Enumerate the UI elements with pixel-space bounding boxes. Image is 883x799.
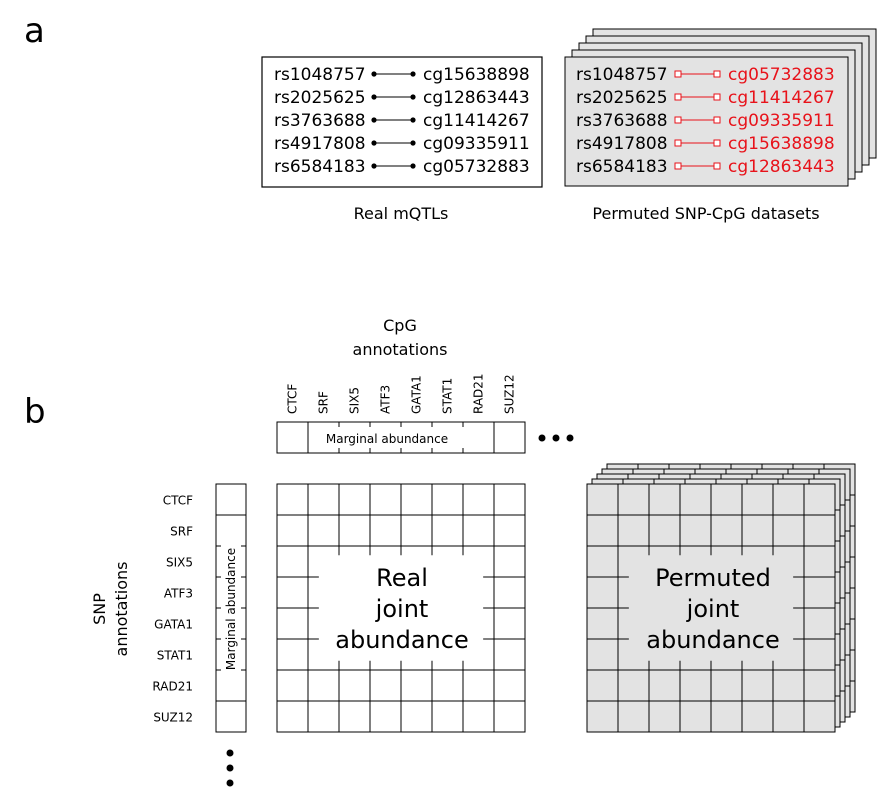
- permuted-link-endpoint: [674, 139, 682, 147]
- link-endpoint: [371, 94, 377, 100]
- permuted-link-endpoint: [713, 93, 721, 101]
- link-endpoint: [410, 117, 416, 123]
- cpg-annotation-label: RAD21: [472, 373, 486, 414]
- link-endpoint: [410, 71, 416, 77]
- snp-id: rs4917808: [576, 134, 668, 154]
- snp-id: rs2025625: [576, 88, 668, 108]
- cpg-strip-outline: [276, 421, 526, 454]
- cpg-id: cg11414267: [423, 111, 530, 131]
- real-mqtl-caption: Real mQTLs: [354, 204, 449, 223]
- permuted-joint-label-line1: Permuted: [655, 564, 771, 592]
- cpg-annotations-title-line1: CpG: [383, 316, 417, 335]
- snp-id: rs6584183: [274, 157, 366, 177]
- snp-annotation-label: SUZ12: [153, 711, 193, 725]
- link-endpoint: [371, 117, 377, 123]
- snp-annotation-label: SIX5: [166, 556, 193, 570]
- link-endpoint: [410, 140, 416, 146]
- link-endpoint: [410, 163, 416, 169]
- snp-id: rs6584183: [576, 157, 668, 177]
- permuted-cpg-id: cg11414267: [728, 88, 835, 108]
- cpg-annotation-label: STAT1: [441, 378, 455, 414]
- link-endpoint: [410, 94, 416, 100]
- snp-annotations-title-line2: annotations: [112, 562, 131, 657]
- real-joint-label: Real joint abundance: [335, 564, 468, 654]
- permuted-cpg-id: cg09335911: [728, 111, 835, 131]
- cpg-annotation-label: SUZ12: [503, 374, 517, 414]
- cpg-id: cg05732883: [423, 157, 530, 177]
- real-joint-label-line1: Real: [376, 564, 428, 592]
- cpg-annotation-label: SRF: [317, 391, 331, 414]
- cpg-annotation-label: SIX5: [348, 387, 362, 414]
- vertical-ellipsis-dot: [226, 749, 234, 757]
- vertical-ellipsis-dot: [226, 779, 234, 787]
- permuted-link-endpoint: [713, 162, 721, 170]
- permuted-link-endpoint: [713, 139, 721, 147]
- panel-b-letter: b: [24, 392, 46, 432]
- link-endpoint: [371, 140, 377, 146]
- snp-marginal-label: Marginal abundance: [224, 548, 238, 670]
- snp-annotation-label: STAT1: [157, 649, 193, 663]
- snp-annotation-label: CTCF: [163, 494, 193, 508]
- permuted-joint-label: Permuted joint abundance: [646, 564, 779, 654]
- cpg-id: cg12863443: [423, 88, 530, 108]
- snp-id: rs3763688: [274, 111, 366, 131]
- permuted-link-endpoint: [674, 116, 682, 124]
- real-joint-label-line2: joint: [375, 595, 429, 623]
- horizontal-ellipsis-dot: [566, 434, 574, 442]
- permuted-caption: Permuted SNP-CpG datasets: [592, 204, 819, 223]
- snp-id: rs3763688: [576, 111, 668, 131]
- permuted-dataset-card: [564, 56, 849, 187]
- snp-marginal-strip: [215, 483, 247, 733]
- real-joint-grid: [276, 483, 526, 733]
- link-endpoint: [371, 71, 377, 77]
- permuted-joint-label-line2: joint: [686, 595, 740, 623]
- snp-annotation-label: SRF: [170, 525, 193, 539]
- snp-id: rs4917808: [274, 134, 366, 154]
- snp-annotation-label: ATF3: [164, 587, 193, 601]
- cpg-id: cg09335911: [423, 134, 530, 154]
- permuted-link-endpoint: [674, 93, 682, 101]
- snp-annotations-title-line1: SNP: [90, 593, 109, 625]
- cpg-annotations-title-line2: annotations: [353, 340, 448, 359]
- snp-id: rs2025625: [274, 88, 366, 108]
- permuted-link-endpoint: [713, 70, 721, 78]
- cpg-annotation-label: CTCF: [286, 384, 300, 414]
- cpg-annotation-labels: CTCF SRF SIX5 ATF3 GATA1 STAT1 RAD21 SUZ12: [286, 373, 517, 414]
- cpg-id: cg15638898: [423, 65, 530, 85]
- real-mqtl-box: [261, 56, 543, 188]
- snp-annotation-labels: CTCF SRF SIX5 ATF3 GATA1 STAT1 RAD21 SUZ12: [152, 494, 193, 725]
- permuted-cpg-id: cg12863443: [728, 157, 835, 177]
- permuted-cpg-id: cg05732883: [728, 65, 835, 85]
- cpg-annotation-label: ATF3: [379, 385, 393, 414]
- snp-annotation-label: RAD21: [152, 680, 193, 694]
- real-mqtl-rows: rs1048757 cg15638898 rs2025625 cg12863443 rs…: [274, 65, 530, 177]
- snp-id: rs1048757: [274, 65, 366, 85]
- real-joint-label-line3: abundance: [335, 626, 468, 654]
- permuted-cpg-id: cg15638898: [728, 134, 835, 154]
- permuted-joint-label-line3: abundance: [646, 626, 779, 654]
- permuted-link-endpoint: [674, 70, 682, 78]
- snp-id: rs1048757: [576, 65, 668, 85]
- permuted-rows: rs1048757 cg05732883 rs2025625 cg11414267 rs…: [576, 65, 835, 177]
- vertical-ellipsis-dot: [226, 764, 234, 772]
- permuted-link-endpoint: [674, 162, 682, 170]
- cpg-annotation-label: GATA1: [410, 375, 424, 414]
- horizontal-ellipsis-dot: [552, 434, 560, 442]
- link-endpoint: [371, 163, 377, 169]
- permuted-grid-front: [586, 483, 836, 733]
- permuted-link-endpoint: [713, 116, 721, 124]
- permuted-joint-grid-stack: [586, 463, 856, 733]
- cpg-marginal-strip: [276, 421, 526, 454]
- panel-a-letter: a: [24, 11, 45, 51]
- horizontal-ellipsis-dot: [538, 434, 546, 442]
- cpg-marginal-label: Marginal abundance: [326, 432, 448, 446]
- snp-annotation-label: GATA1: [154, 618, 193, 632]
- permuted-dataset-stack: [564, 28, 877, 187]
